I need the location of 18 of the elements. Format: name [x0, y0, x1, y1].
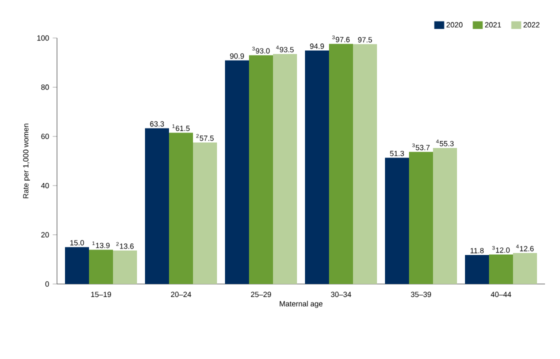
bar [409, 152, 433, 284]
bar [329, 44, 353, 284]
bar [385, 158, 409, 284]
bar [113, 250, 137, 284]
bar [225, 60, 249, 284]
bar [169, 132, 193, 284]
bar [465, 254, 490, 284]
bar [145, 128, 169, 284]
bar [273, 54, 297, 284]
bar [353, 44, 377, 284]
bar [433, 148, 458, 284]
bar [489, 254, 514, 284]
bar [305, 50, 329, 284]
bar [513, 253, 538, 284]
bar [193, 142, 217, 284]
bar [65, 247, 89, 284]
bar [89, 250, 113, 284]
bar [249, 55, 273, 284]
